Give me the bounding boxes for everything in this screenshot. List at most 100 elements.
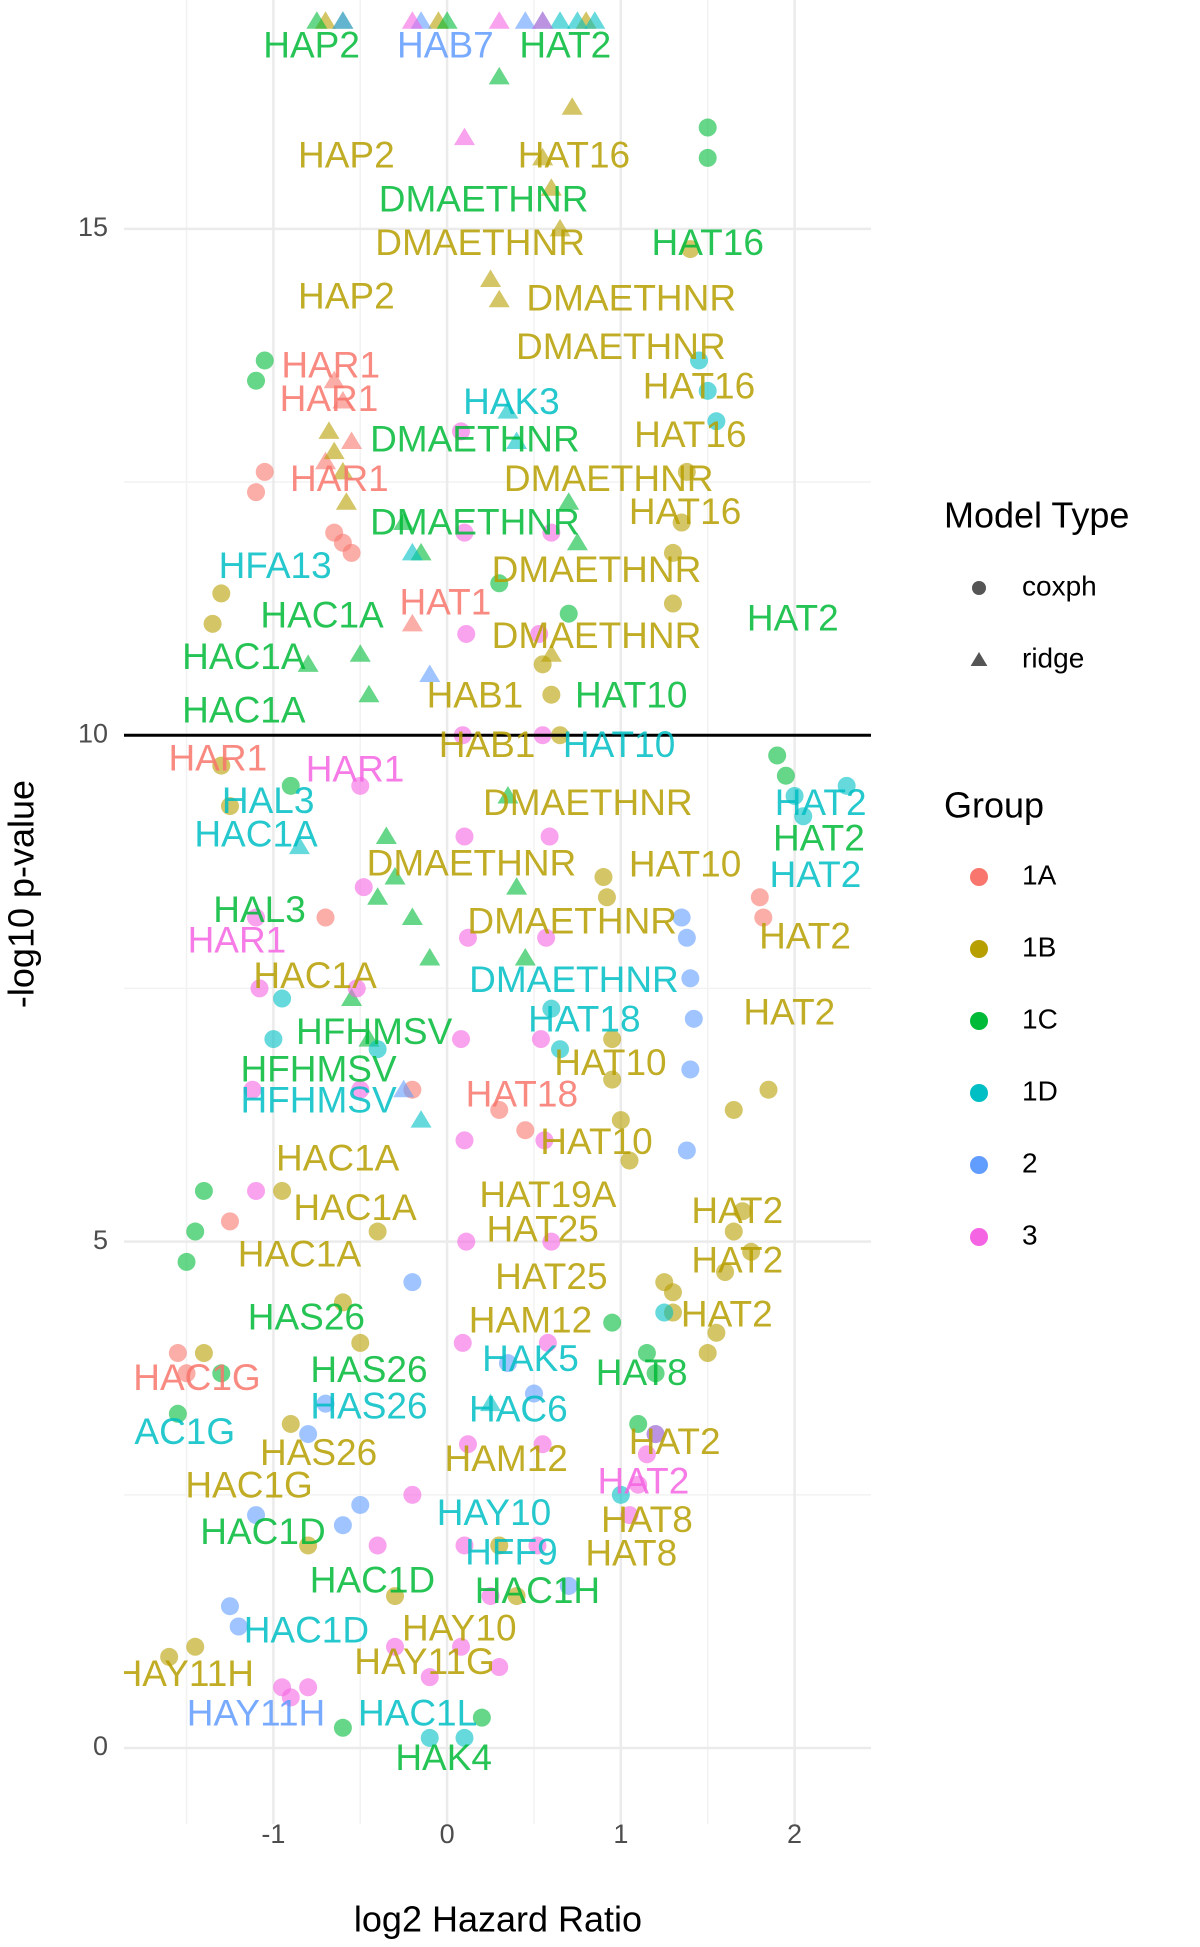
point-label: HAB1 [439, 724, 536, 765]
point [247, 371, 266, 390]
point [168, 1344, 187, 1363]
legend-title: Model Type [944, 495, 1129, 536]
point-triangle [561, 97, 583, 115]
point [243, 1080, 262, 1099]
point [472, 1708, 491, 1727]
point [528, 1536, 547, 1555]
point-label: DMAETHNR [379, 178, 589, 219]
point [354, 878, 373, 897]
point [677, 928, 696, 947]
point-label: HAC1A [182, 690, 306, 731]
point-label: HAT16 [643, 366, 755, 407]
point [455, 1728, 474, 1747]
point-triangle [540, 178, 562, 196]
point [455, 1536, 474, 1555]
legend-symbol [972, 581, 986, 595]
point-label: HAC1A [253, 955, 377, 996]
point-label: HAC1D [310, 1560, 435, 1601]
point-label: HAM12 [469, 1299, 592, 1340]
axes: -1 0 1 2 0 5 10 15 [78, 212, 802, 1849]
legend-symbol [970, 1012, 988, 1030]
point-triangle [506, 877, 528, 895]
point [212, 756, 231, 775]
point [611, 1485, 630, 1504]
point [690, 351, 709, 370]
legend-label: 1D [1022, 1075, 1058, 1106]
point-label: HAT1 [399, 581, 491, 622]
point-label: HAB1 [427, 675, 524, 716]
point [750, 888, 769, 907]
point-triangle [549, 218, 571, 237]
point-triangle [480, 269, 502, 287]
point-label: HAP2 [298, 135, 395, 176]
point-triangle [323, 370, 345, 389]
point [663, 594, 682, 613]
point-triangle [453, 127, 475, 146]
point-label: HFHMSV [240, 1080, 397, 1121]
point-label: HAC1A [260, 595, 384, 636]
point-triangle [566, 11, 588, 29]
point-label: HAK5 [482, 1338, 579, 1379]
point-triangle [349, 644, 371, 662]
point [420, 1668, 439, 1687]
point-label: HAT18 [528, 999, 640, 1040]
legend-label: 1A [1022, 859, 1057, 890]
point [542, 685, 561, 704]
point [490, 1536, 509, 1555]
point [264, 1030, 283, 1049]
point-label: HAT16 [651, 222, 763, 263]
point [229, 1617, 248, 1636]
point [551, 1040, 570, 1059]
point [333, 1516, 352, 1535]
point-triangle [315, 451, 337, 470]
point [255, 351, 274, 370]
point-triangle [393, 1079, 415, 1098]
point [368, 1536, 387, 1555]
point [646, 1364, 665, 1383]
point [620, 1151, 639, 1170]
point [724, 1222, 743, 1241]
point [386, 1587, 405, 1606]
point-label: HAR1 [306, 748, 405, 789]
point-triangle [393, 512, 415, 531]
point-label: HAT2 [519, 24, 611, 65]
point [516, 1121, 535, 1140]
point [837, 776, 856, 795]
point-triangle [401, 11, 423, 29]
point-label: HAT16 [518, 135, 630, 176]
point-triangle [419, 664, 441, 682]
point [684, 1009, 703, 1028]
point [538, 1333, 557, 1352]
point-triangle [306, 11, 328, 29]
point [646, 1425, 665, 1444]
point-label: HAL3 [222, 780, 315, 821]
point [247, 908, 266, 927]
point-label: DMAETHNR [370, 418, 580, 459]
point-triangle [318, 421, 340, 439]
point [368, 1222, 387, 1241]
point-triangle [497, 785, 519, 804]
point-label: HAK4 [395, 1737, 492, 1778]
point-triangle [341, 988, 363, 1007]
point [347, 979, 366, 998]
y-tick-label: 5 [93, 1225, 108, 1255]
point [177, 1252, 196, 1271]
point [542, 1232, 561, 1251]
point [655, 1303, 674, 1322]
point [250, 979, 269, 998]
point-label: HAL3 [213, 889, 306, 930]
point [299, 1425, 318, 1444]
legend-symbol [970, 940, 988, 958]
point [716, 1263, 735, 1282]
point [455, 523, 474, 542]
point-label: HAC1L [358, 1692, 477, 1733]
point-triangle [506, 431, 528, 450]
point [490, 1100, 509, 1119]
x-tick-label: 1 [613, 1819, 628, 1849]
point [481, 1587, 500, 1606]
point [186, 1637, 205, 1656]
point [299, 1678, 318, 1697]
point-triangle [401, 613, 423, 632]
point-triangle [332, 390, 354, 409]
